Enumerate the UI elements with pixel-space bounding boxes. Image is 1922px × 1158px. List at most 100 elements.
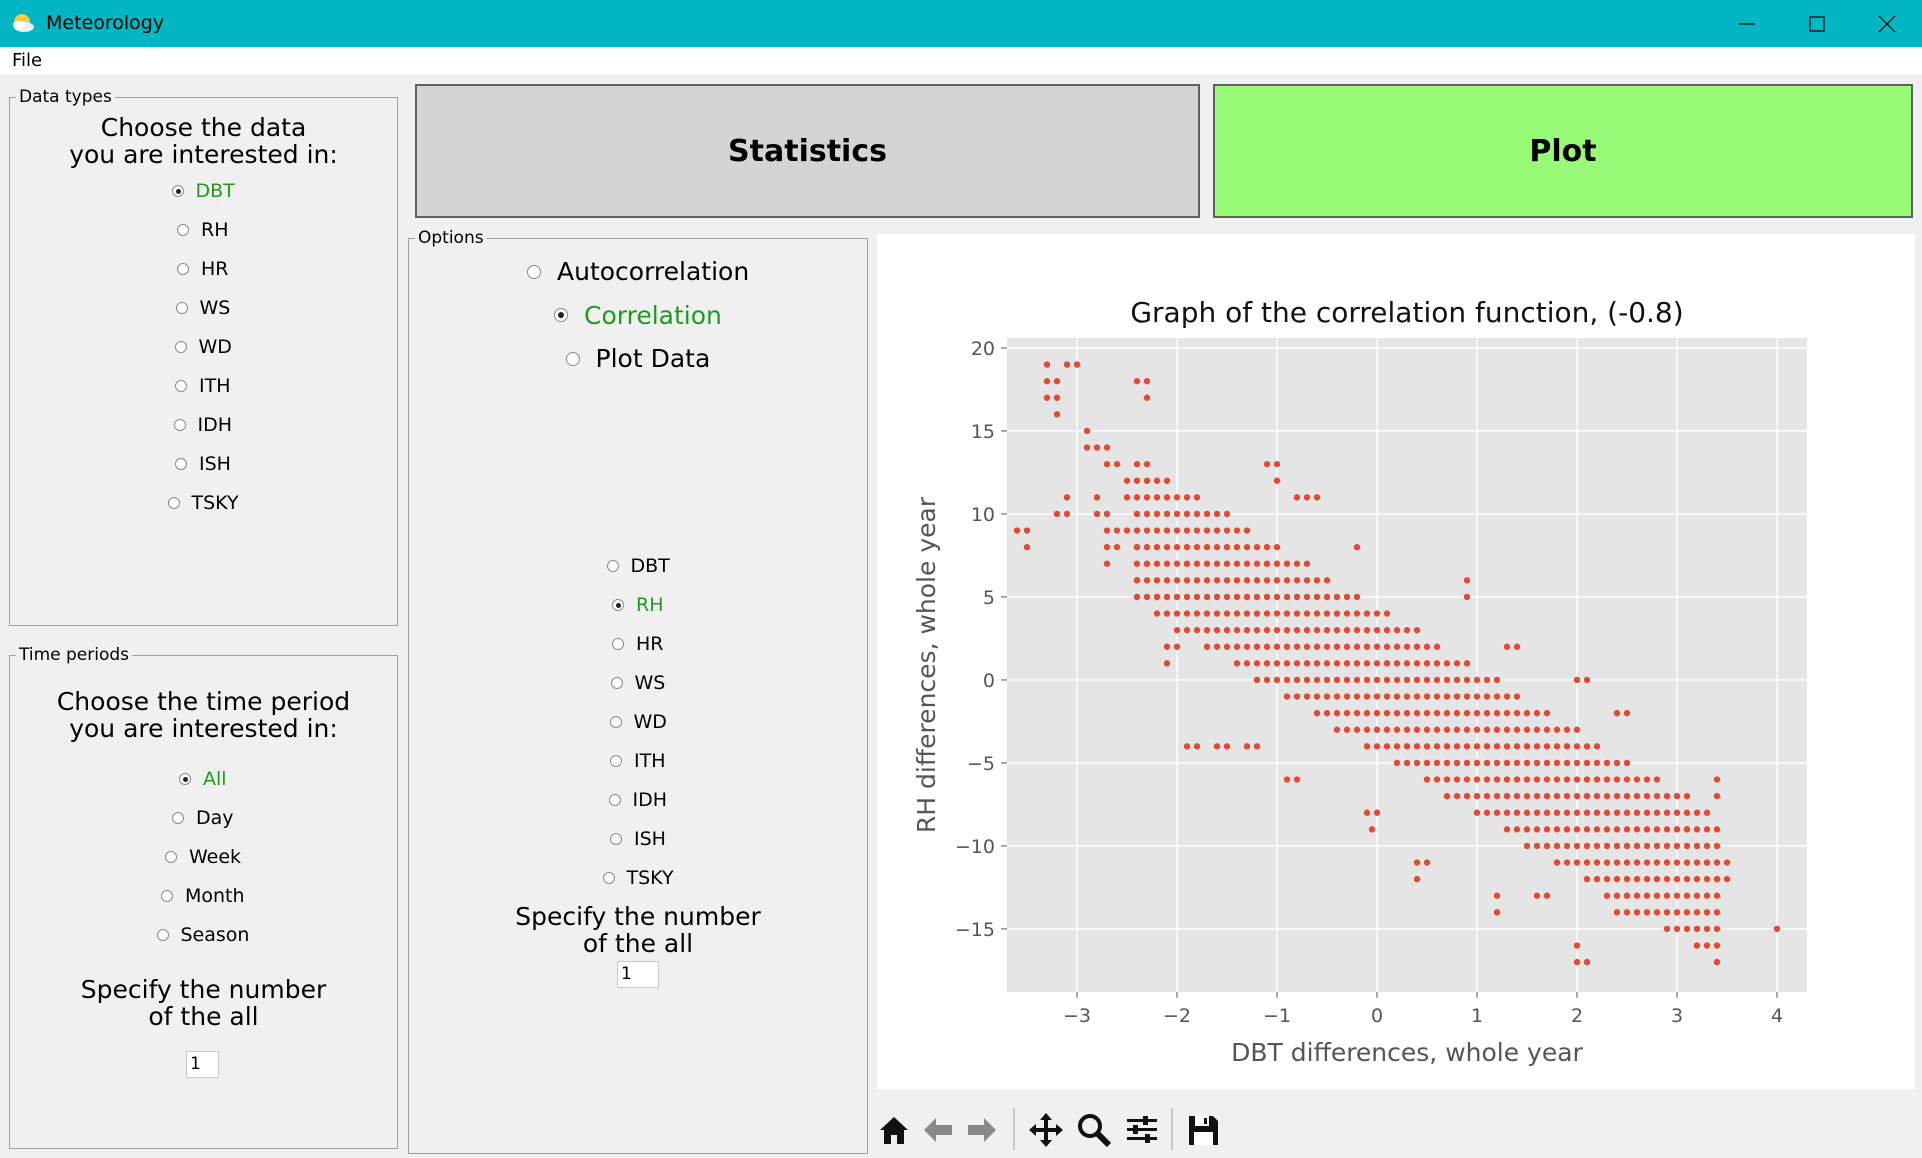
data-types-prompt-line2: you are interested in: [69,140,338,169]
scatter-point [1683,809,1691,816]
option-mode-radio-autocorrelation[interactable]: Autocorrelation [527,257,749,286]
scatter-point [1343,660,1351,667]
scatter-point [1693,942,1701,949]
scatter-point [1303,560,1311,567]
y-axis-label: RH differences, whole year [912,496,941,833]
scatter-point [1693,859,1701,866]
scatter-point [1293,676,1301,684]
data-type-radio-wd[interactable]: WD [174,336,232,358]
scatter-point [1603,892,1611,899]
data-type-radio-tsky[interactable]: TSKY [167,492,239,514]
scatter-point [1343,593,1351,601]
time-period-radio-day[interactable]: Day [172,807,234,829]
plot-canvas[interactable]: −3 −2 −1 0 1 2 3 4 −15 −10 −5 0 5 10 15 20 Graph of the … [877,234,1915,1089]
scatter-point [1563,759,1571,767]
scatter-point [1543,759,1551,767]
close-button[interactable] [1852,0,1922,47]
minimize-button[interactable] [1712,0,1782,47]
scatter-point [1693,909,1701,916]
time-period-radio-month[interactable]: Month [161,885,245,907]
data-type-radio-ith[interactable]: ITH [175,375,231,397]
time-number-input[interactable]: 1 [186,1051,219,1078]
maximize-button[interactable] [1782,0,1852,47]
scatter-point [1503,726,1511,733]
scatter-point [1653,892,1661,899]
scatter-point [1413,693,1421,700]
data-type-radio-dbt[interactable]: DBT [171,180,235,202]
scatter-point [1683,909,1691,916]
scatter-point [1143,560,1151,567]
data-type-radio-label: WD [198,336,232,358]
scatter-point [1493,726,1501,733]
scatter-point [1483,809,1491,816]
data-type-radio-ish[interactable]: ISH [175,453,231,475]
scatter-point [1413,726,1421,733]
option-var-radio-rh[interactable]: RH [612,594,664,616]
time-period-radio-week[interactable]: Week [165,846,241,868]
scatter-point [1463,726,1471,733]
toolbar-forward-button[interactable] [961,1108,1003,1152]
scatter-point [1423,643,1431,650]
scatter-point [1583,859,1591,866]
scatter-point [1163,494,1171,501]
data-type-radio-ws[interactable]: WS [175,297,230,319]
data-type-radio-hr[interactable]: HR [177,258,229,280]
data-type-radio-idh[interactable]: IDH [173,414,232,436]
scatter-point [1233,577,1241,584]
scatter-point [1613,859,1621,866]
menu-file[interactable]: File [12,50,43,71]
scatter-point [1623,842,1631,850]
scatter-point [1363,660,1371,667]
scatter-point [1153,543,1161,551]
scatter-point [1333,676,1341,684]
plot-button[interactable]: Plot [1213,84,1913,218]
option-var-radio-dbt[interactable]: DBT [606,555,670,577]
scatter-point [1323,577,1331,584]
data-type-radio-rh[interactable]: RH [177,219,229,241]
toolbar-zoom-button[interactable] [1073,1108,1115,1152]
y-tick-label: 0 [983,670,995,692]
x-tick-label: −3 [1063,1005,1091,1027]
time-periods-prompt-line2: you are interested in: [69,714,338,743]
statistics-button[interactable]: Statistics [415,84,1200,218]
scatter-point [1273,477,1281,484]
scatter-point [1483,693,1491,700]
option-var-radio-hr[interactable]: HR [612,633,664,655]
option-var-radio-label: TSKY [626,867,674,889]
toolbar-pan-button[interactable] [1025,1108,1067,1152]
option-var-radio-idh[interactable]: IDH [608,789,667,811]
option-var-radio-tsky[interactable]: TSKY [602,867,674,889]
option-mode-radio-plot-data[interactable]: Plot Data [565,344,710,373]
scatter-point [1143,510,1151,518]
scatter-point [1223,626,1231,634]
option-var-radio-wd[interactable]: WD [609,711,667,733]
radio-indicator [527,264,541,279]
option-var-radio-ish[interactable]: ISH [610,828,666,850]
toolbar-back-button[interactable] [917,1108,959,1152]
scatter-point [1323,643,1331,650]
scatter-point [1243,743,1251,750]
scatter-point [1253,676,1261,684]
scatter-point [1403,726,1411,733]
scatter-point [1173,543,1181,551]
scatter-point [1623,792,1631,800]
scatter-point [1213,643,1221,650]
scatter-point [1283,610,1291,617]
toolbar-configure-button[interactable] [1121,1108,1163,1152]
scatter-point [1633,909,1641,916]
option-mode-radio-correlation[interactable]: Correlation [554,301,722,330]
scatter-point [1023,543,1031,551]
radio-indicator [610,755,622,767]
time-period-radio-season[interactable]: Season [156,924,249,946]
option-var-radio-ws[interactable]: WS [610,672,665,694]
toolbar-home-button[interactable] [873,1108,915,1152]
options-number-input[interactable]: 1 [617,961,659,988]
scatter-point [1143,394,1151,401]
toolbar-save-button[interactable] [1182,1108,1224,1152]
scatter-point [1143,377,1151,385]
scatter-point [1513,809,1521,816]
time-period-radio-all[interactable]: All [179,768,227,790]
scatter-point [1683,859,1691,866]
option-var-radio-ith[interactable]: ITH [610,750,666,772]
scatter-point [1183,510,1191,518]
